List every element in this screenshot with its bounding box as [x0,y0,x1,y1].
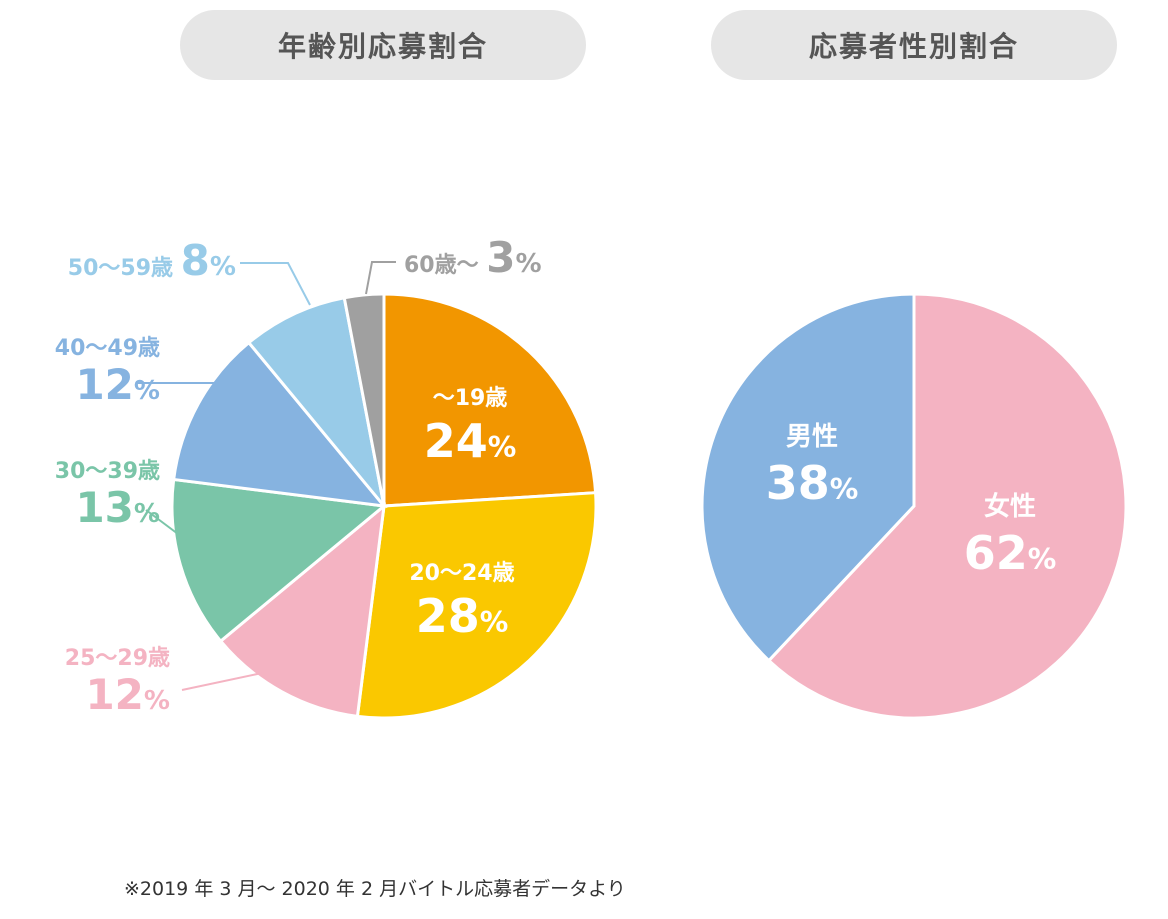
chart0-leader-6 [365,261,396,295]
chart0-slice-2 [218,502,386,719]
chart0-slice-3 [170,477,388,644]
chart0-slice-6 [342,292,386,507]
age-chart-title: 年齢別応募割合 [180,10,586,80]
chart0-leader-5 [240,262,311,306]
chart0-slice-value-2: 12% [85,670,170,719]
chart1-slice-value-1: 38% [766,456,859,510]
chart0-leader-2 [181,672,263,691]
chart0-slice-value-4: 12% [75,360,160,409]
chart0-slice-value-0: 24% [424,414,517,468]
chart0-leader-3 [145,509,187,541]
chart0-slice-value-3: 13% [75,483,160,532]
gender-chart-title: 応募者性別割合 [711,10,1117,80]
chart1-slice-label-1: 男性 [786,422,838,452]
chart1-label-0: 女性 62% [964,491,1057,580]
chart1-slice-value-0: 62% [964,526,1057,580]
chart0-label-6: 60歳〜 3% [404,233,542,282]
chart1-slice-1 [700,292,916,663]
chart0-slice-label-5: 50〜59歳 8% [68,236,236,285]
chart0-slice-label-0: 〜19歳 [433,386,508,411]
chart0-slice-label-1: 20〜24歳 [409,561,514,586]
chart0-label-1: 20〜24歳 28% [409,561,514,643]
chart0-slice-label-4: 40〜49歳 [55,336,160,361]
chart0-slice-4 [171,340,388,508]
chart1-slice-label-0: 女性 [984,491,1036,522]
chart0-label-5: 50〜59歳 8% [68,236,236,285]
chart1-label-1: 男性 38% [766,422,859,510]
chart0-slice-label-2: 25〜29歳 [65,646,170,671]
chart0-slice-label-3: 30〜39歳 [55,459,160,484]
chart0-slice-0 [382,292,598,508]
chart1-slice-0 [766,292,1128,720]
chart0-label-0: 〜19歳 24% [424,386,517,468]
chart0-slice-value-1: 28% [416,589,509,643]
chart0-slice-1 [355,491,598,720]
footnote: ※2019 年 3 月〜 2020 年 2 月バイトル応募者データより [124,878,626,900]
chart0-slice-5 [246,296,386,507]
chart0-slice-label-6: 60歳〜 3% [404,233,542,282]
